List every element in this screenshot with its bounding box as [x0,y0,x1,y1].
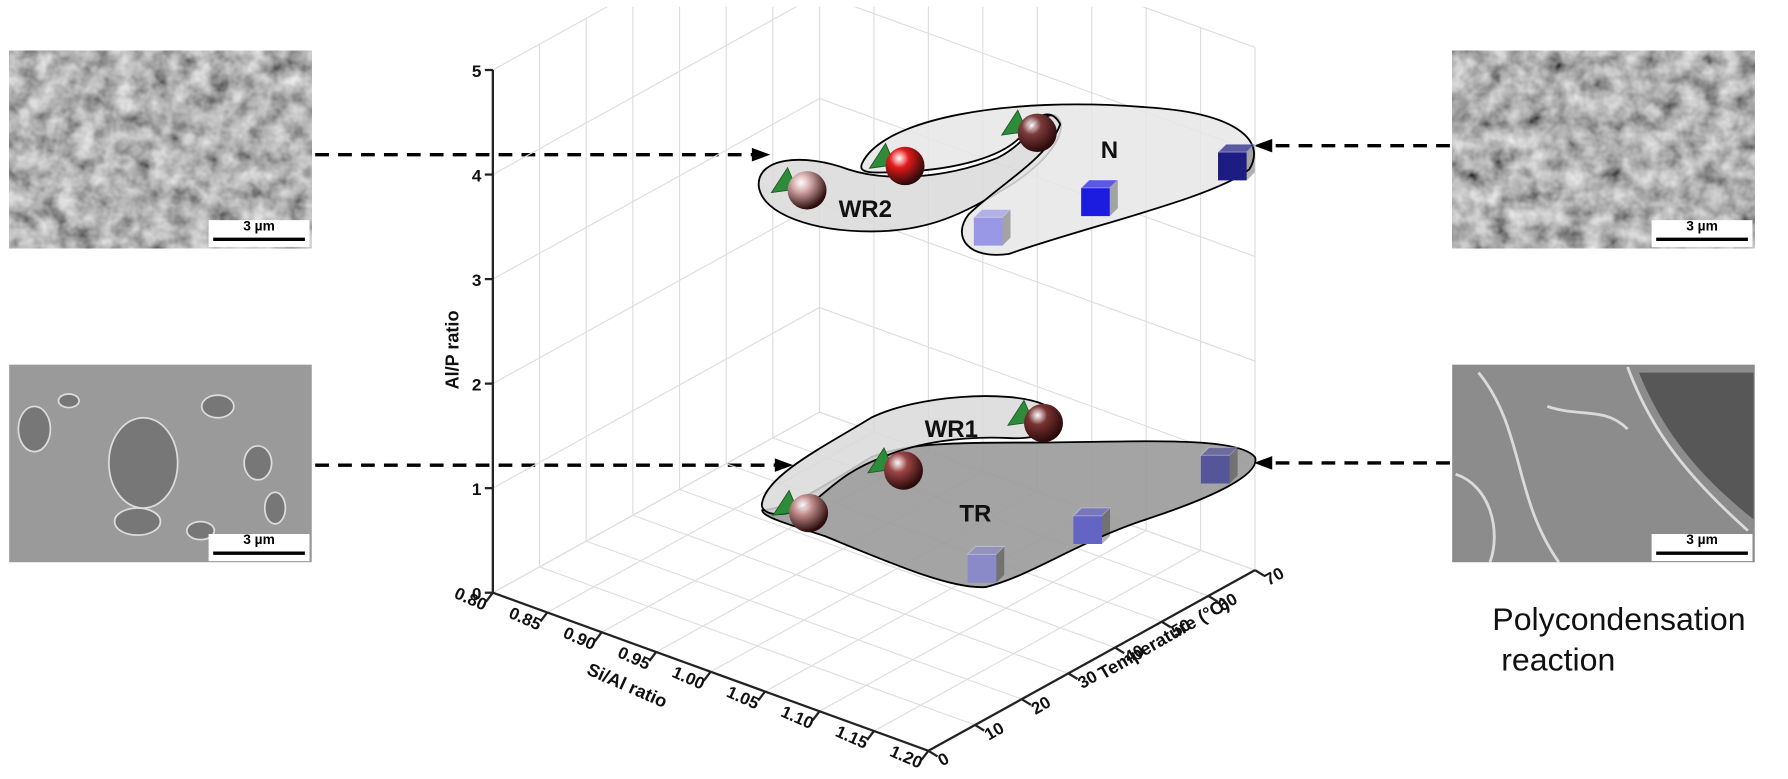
z-tick-label: 3 [472,271,482,290]
grid-line [493,0,820,175]
sem-image: 3 µm [1452,365,1755,563]
sphere-body [884,451,923,489]
cube-marker [1073,508,1110,544]
regions [759,104,1256,587]
sem-image: 3 µm [9,365,312,563]
region-label: WR1 [925,416,978,443]
region-label: TR [959,501,991,528]
cube-front [1073,516,1102,544]
figure: 3 µm 3 µm 3 µm 3 µm Po [0,0,1788,779]
cube-front [1201,455,1230,483]
y-tick-label: 70 [1261,564,1287,590]
y-axis-title: Temperature (°C) [1095,593,1233,683]
caption: Polycondensation [1492,601,1745,637]
sphere-marker [884,451,923,489]
z-tick-label: 2 [472,376,482,395]
cube-marker [1081,180,1118,216]
caption: reaction [1492,642,1615,678]
scale-bar-label: 3 µm [1686,218,1718,233]
grid-line [493,308,820,489]
z-axis-title: Al/P ratio [442,311,462,390]
z-tick-label: 0 [472,585,482,604]
scale-bar-label: 3 µm [1686,532,1718,547]
sphere-marker [1024,404,1063,442]
cube-front [974,217,1003,245]
cube-front [968,554,997,582]
cube-marker [974,209,1011,245]
region-label: N [1101,137,1118,164]
sphere-marker [788,171,827,209]
page: 3 µm 3 µm 3 µm 3 µm Po [0,0,1788,779]
sphere-body [1024,404,1063,442]
x-tick-label: 0.80 [451,584,489,615]
sphere-body [789,494,828,532]
cube-marker [968,546,1005,582]
sphere-marker [789,494,828,532]
sem-image: 3 µm [1452,51,1755,249]
sphere-body [788,171,827,209]
y-tick-label: 20 [1028,693,1054,719]
z-tick-label: 4 [472,166,482,185]
scale-bar-label: 3 µm [243,218,275,233]
cube-front [1081,188,1110,216]
z-tick-label: 5 [472,62,482,81]
grid-line [493,203,820,384]
scale-bar-label: 3 µm [243,532,275,547]
sphere-body [886,147,925,185]
z-tick-label: 1 [472,480,482,499]
sphere-body [1018,114,1057,152]
y-tick-label: 10 [981,718,1007,744]
x-axis-title: Si/Al ratio [584,659,670,711]
y-tick-label: 0 [935,749,953,770]
cube-marker [1201,447,1238,483]
region-label: WR2 [839,196,892,223]
cube-front [1218,152,1247,180]
sphere-marker [1018,114,1057,152]
sphere-marker [886,147,925,185]
cube-marker [1218,144,1255,180]
sem-image: 3 µm [9,51,312,249]
grid-line [493,0,820,70]
